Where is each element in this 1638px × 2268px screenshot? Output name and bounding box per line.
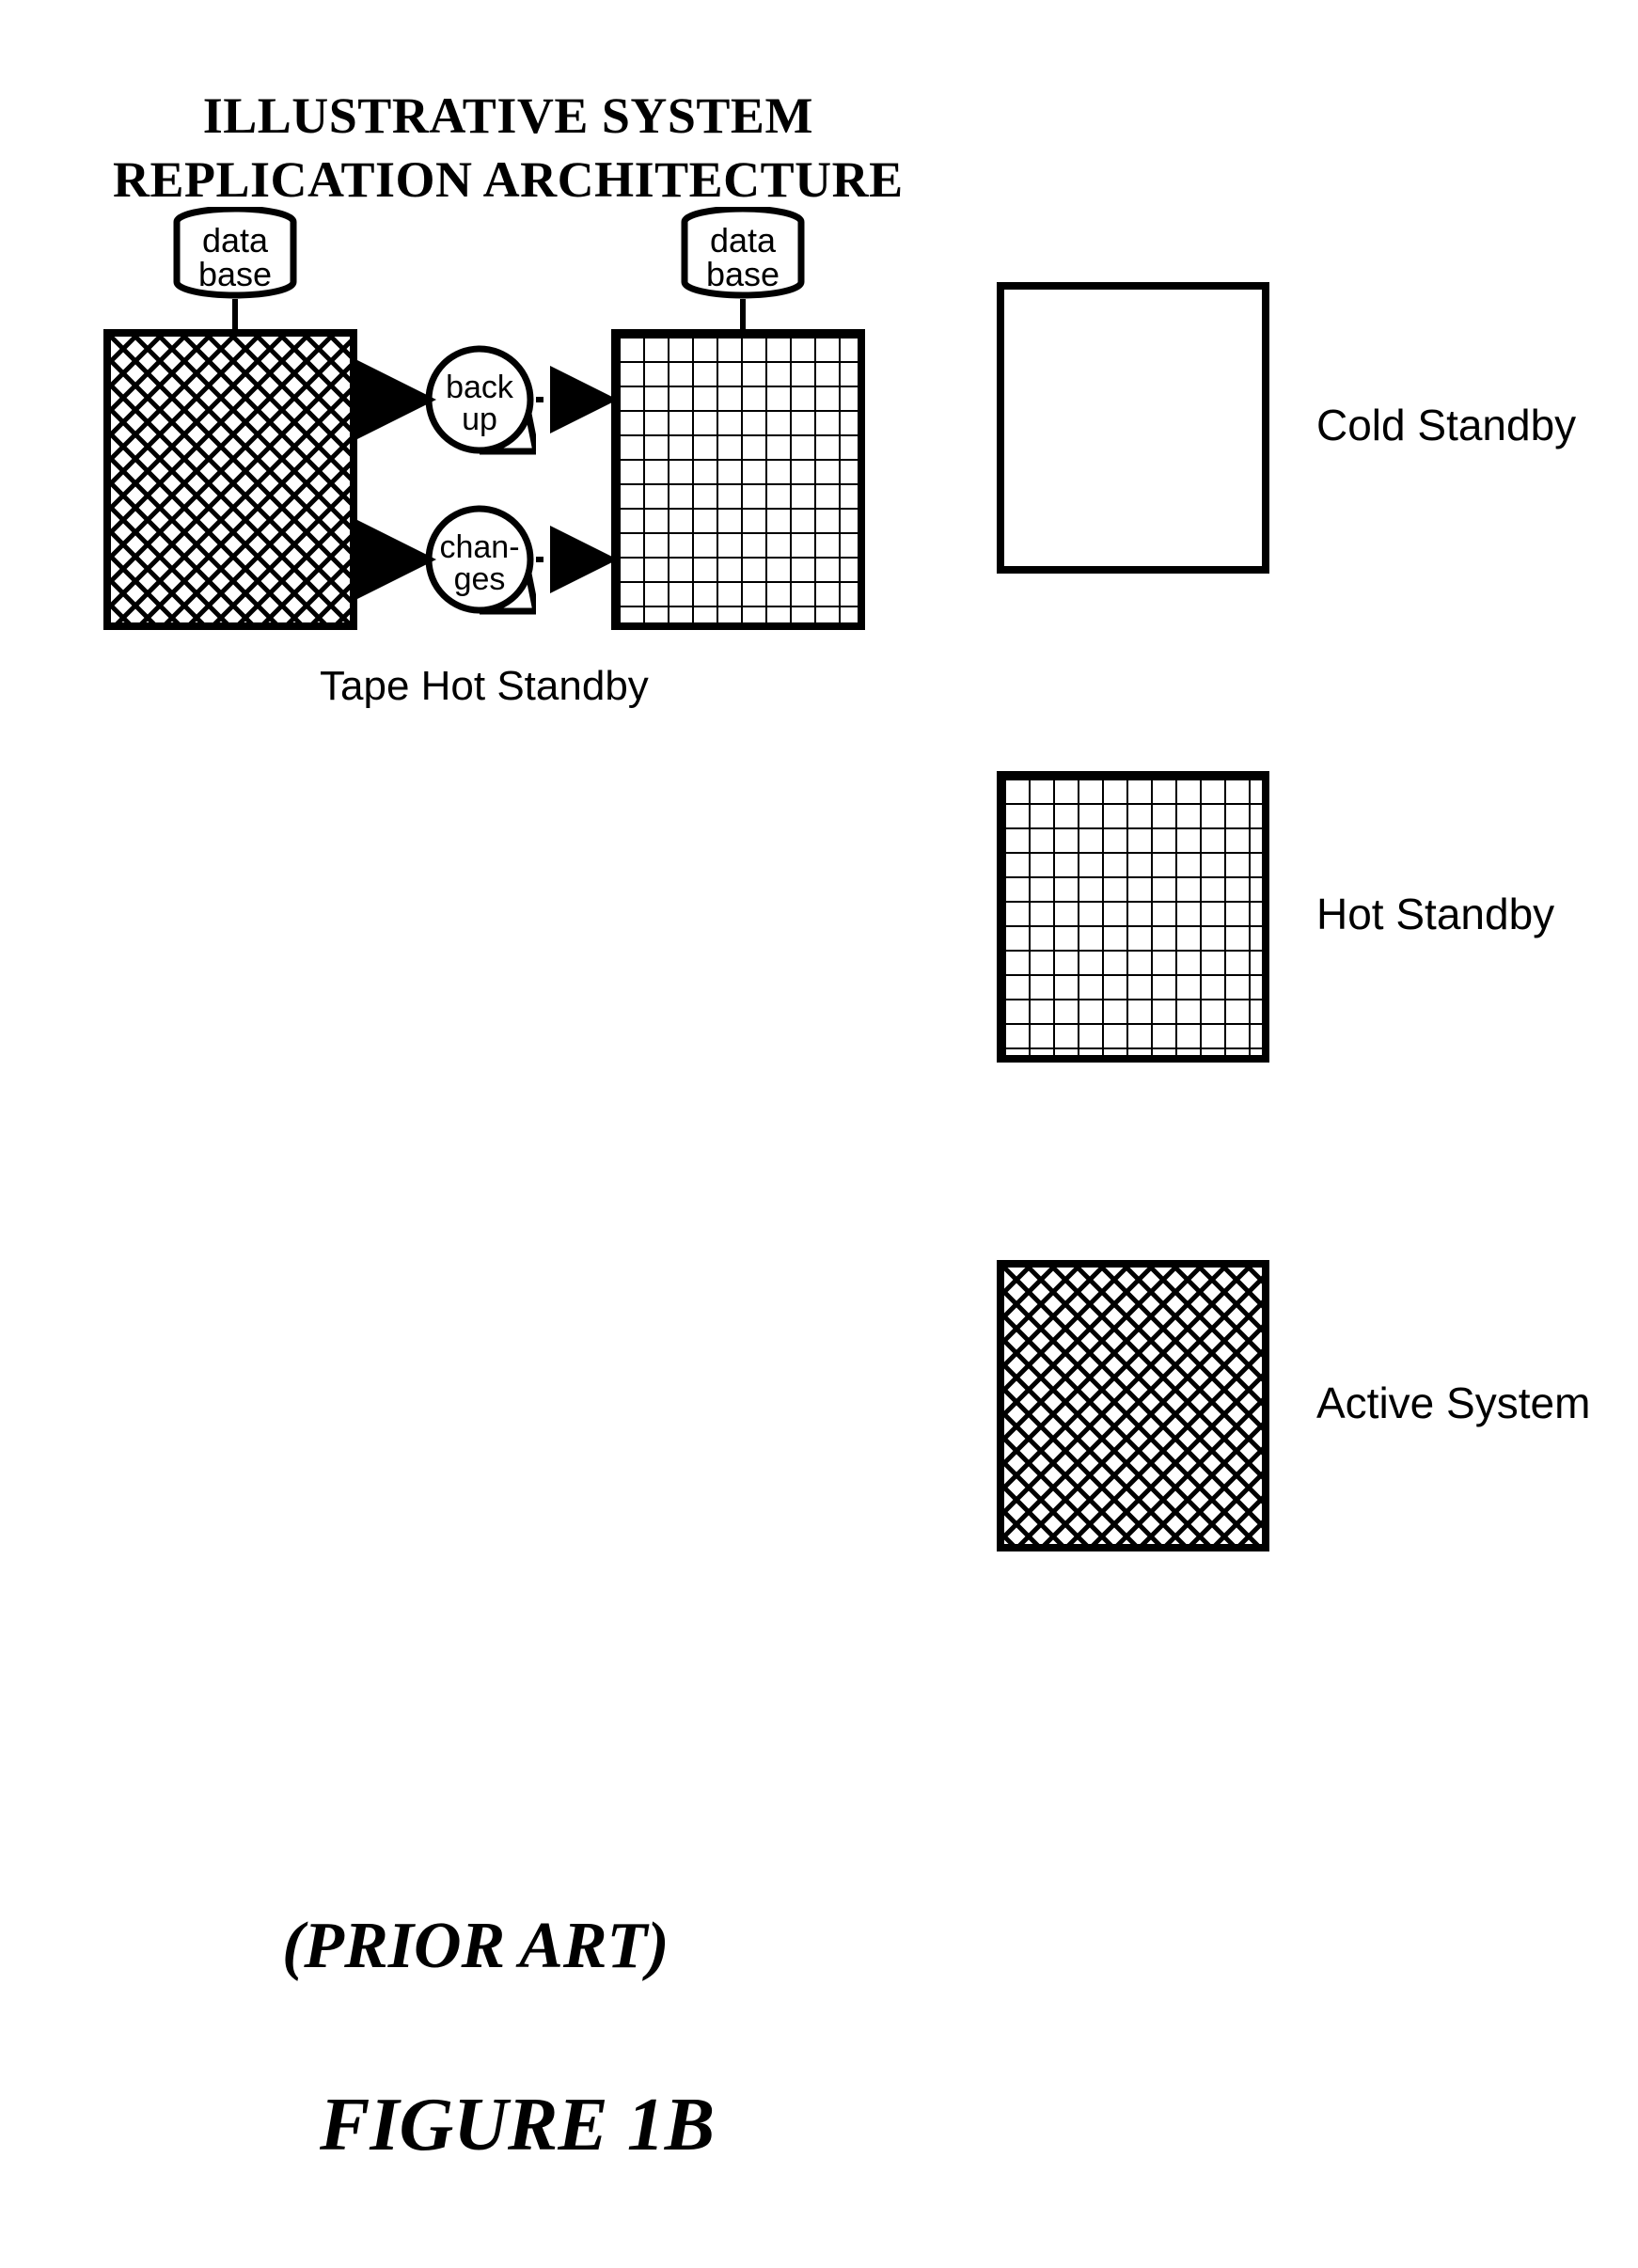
legend-label-hot: Hot Standby — [1316, 889, 1554, 939]
database-cylinder-left: data base — [169, 207, 301, 291]
title-line-1: ILLUSTRATIVE SYSTEM — [113, 85, 904, 149]
prior-art-label: (PRIOR ART) — [282, 1909, 669, 1984]
legend-box-cold — [997, 282, 1269, 574]
legend: Cold Standby Hot Standby Active System — [997, 282, 1580, 1749]
db-label: data base — [677, 224, 809, 291]
legend-row-cold: Cold Standby — [997, 282, 1580, 771]
legend-box-active — [997, 1260, 1269, 1551]
database-cylinder-right: data base — [677, 207, 809, 291]
arrows — [103, 291, 874, 668]
diagram-caption: Tape Hot Standby — [320, 663, 649, 710]
title-line-2: REPLICATION ARCHITECTURE — [113, 149, 904, 213]
page-title: ILLUSTRATIVE SYSTEM REPLICATION ARCHITEC… — [113, 85, 904, 212]
figure-label: FIGURE 1B — [320, 2083, 715, 2168]
legend-box-hot — [997, 771, 1269, 1063]
legend-row-hot: Hot Standby — [997, 771, 1580, 1260]
page: ILLUSTRATIVE SYSTEM REPLICATION ARCHITEC… — [0, 0, 1638, 2268]
legend-label-active: Active System — [1316, 1378, 1590, 1428]
legend-row-active: Active System — [997, 1260, 1580, 1749]
legend-label-cold: Cold Standby — [1316, 400, 1576, 450]
db-label: data base — [169, 224, 301, 291]
replication-diagram: data base data base — [103, 291, 874, 818]
